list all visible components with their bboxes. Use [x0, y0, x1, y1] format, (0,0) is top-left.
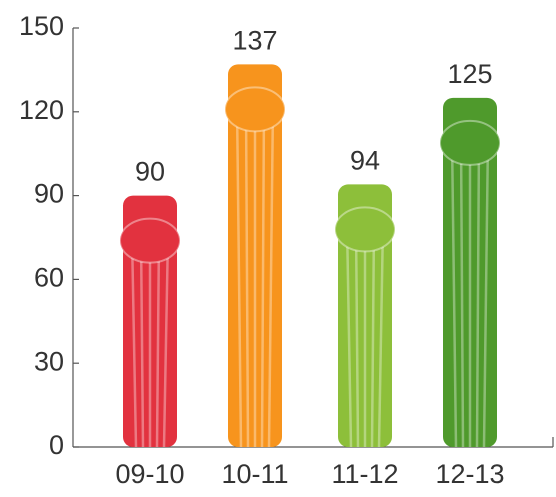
thread-strand [482, 137, 490, 448]
thread-strand [244, 104, 250, 448]
thread-strand [235, 104, 243, 448]
y-tick-label: 60 [34, 263, 64, 293]
thread-strand [155, 235, 161, 448]
thread-strand [370, 224, 376, 448]
bar [228, 64, 282, 448]
knot [224, 86, 286, 133]
y-tick-label: 30 [34, 346, 64, 376]
x-tick-label: 12-13 [435, 459, 504, 489]
x-tick-label: 10-11 [221, 459, 288, 489]
bar [338, 184, 392, 447]
thread-strand [450, 137, 458, 448]
thread-strand [377, 224, 385, 448]
knot [119, 217, 181, 264]
value-label: 90 [135, 157, 165, 187]
y-tick-label: 0 [49, 430, 64, 460]
y-tick-label: 120 [19, 95, 64, 125]
thread-strand [267, 104, 275, 448]
thread-strand [130, 235, 138, 448]
knot [439, 119, 501, 166]
thread-strand [139, 235, 145, 448]
thread-strand [162, 235, 170, 448]
x-tick-label: 11-12 [331, 459, 398, 489]
thread-strand [260, 104, 266, 448]
thread-strand [459, 137, 465, 448]
value-label: 94 [350, 146, 380, 176]
thread-strand [354, 224, 360, 448]
value-label: 125 [447, 59, 492, 89]
knot [334, 206, 396, 253]
thread-strand [475, 137, 481, 448]
y-tick-label: 90 [34, 179, 64, 209]
x-tick-label: 09-10 [115, 459, 184, 489]
value-label: 137 [232, 25, 277, 55]
bar [443, 97, 497, 447]
thread-strand [345, 224, 353, 448]
y-tick-label: 150 [19, 11, 64, 41]
